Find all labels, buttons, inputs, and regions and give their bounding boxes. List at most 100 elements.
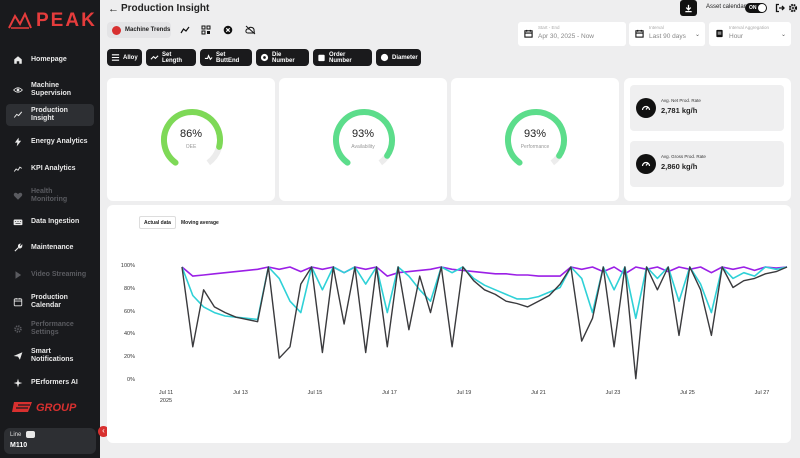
chip-diameter[interactable]: Diameter	[376, 49, 421, 66]
sidebar-item-production-calendar[interactable]: Production Calendar	[6, 292, 94, 312]
sidebar-item-machine-supervision[interactable]: Machine Supervision	[6, 80, 94, 100]
machine-trends-tab[interactable]: Machine Trends	[107, 22, 171, 38]
chip-set-buttend[interactable]: Set ButtEnd	[200, 49, 252, 66]
heart-icon	[10, 188, 26, 204]
gauge-label: OEE	[185, 144, 197, 150]
speedometer-icon	[636, 154, 656, 174]
line-badge-icon	[26, 431, 35, 438]
sidebar-item-energy-analytics[interactable]: Energy Analytics	[6, 132, 94, 152]
gross-rate-label: Avg. Gross Prod. Rate	[661, 154, 706, 159]
gauge-ring	[505, 109, 567, 171]
gauge-track	[333, 109, 395, 171]
grid-icon	[201, 25, 211, 35]
sidebar-item-label: Machine Supervision	[31, 82, 72, 97]
sidebar-item-health-monitoring[interactable]: Health Monitoring	[6, 186, 94, 206]
chip-label: Order Number	[329, 51, 352, 64]
x-tick-label: Jul 13	[233, 390, 248, 396]
sidebar-item-video-streaming[interactable]: Video Streaming	[6, 265, 94, 285]
back-arrow-icon[interactable]: ←	[108, 3, 119, 15]
gross-rate-value: 2,860 kg/h	[661, 162, 698, 171]
chip-label: Diameter	[392, 54, 418, 61]
chip-label: Set ButtEnd	[216, 51, 240, 64]
sidebar-item-label: Homepage	[31, 56, 67, 63]
order-number-icon	[317, 53, 326, 62]
sidebar-item-label: Maintenance	[31, 244, 74, 251]
series-line-1	[181, 266, 788, 321]
peak-logo-icon	[8, 12, 32, 29]
interval-value: Last 90 days	[649, 33, 686, 40]
calendar-icon	[635, 29, 644, 38]
chip-label: Alloy	[123, 54, 138, 61]
x-tick-label: Jul 23	[605, 390, 621, 396]
net-rate-card: Avg. Net Prod. Rate 2,781 kg/h	[630, 85, 784, 131]
machine-trends-icon	[112, 25, 121, 35]
gauge-fill	[505, 109, 567, 171]
sidebar-item-homepage[interactable]: Homepage	[6, 50, 94, 70]
net-rate-value: 2,781 kg/h	[661, 106, 698, 115]
collapse-sidebar-button[interactable]: ‹	[98, 426, 109, 437]
sidebar-item-performers-ai[interactable]: PErformers AI	[6, 373, 94, 393]
asset-calendar-toggle[interactable]: ON	[745, 3, 767, 13]
sidebar-item-smart-notifications[interactable]: Smart Notifications	[6, 346, 94, 366]
trend-view-button[interactable]	[178, 23, 192, 37]
diameter-icon	[380, 53, 389, 62]
x-tick-label: Jul 17	[382, 390, 397, 396]
aggregation-filter[interactable]: Interval Aggregation Hour ⌄	[709, 22, 791, 46]
app-logo[interactable]: PEAK	[8, 10, 97, 32]
date-range-filter[interactable]: Start - End Apr 30, 2025 - Now	[518, 22, 626, 46]
gauge-card-oee: 86% OEE	[107, 78, 275, 201]
gauge-fill	[161, 109, 223, 171]
machine-trends-label: Machine Trends	[125, 27, 171, 33]
gauge-ring	[161, 109, 223, 171]
y-tick-label: 0%	[127, 377, 135, 383]
sparkle-icon	[10, 375, 26, 391]
wrench-icon	[10, 240, 26, 256]
sidebar-item-label: Production Calendar	[31, 294, 68, 309]
y-tick-label: 80%	[123, 285, 135, 292]
line-selector[interactable]: Line M110	[4, 428, 96, 454]
legend-actual-data[interactable]: Actual data	[139, 216, 176, 229]
interval-label: Interval	[649, 25, 664, 30]
toggle-label: ON	[749, 5, 757, 11]
page-title: Production Insight	[121, 3, 210, 14]
logout-icon[interactable]	[775, 3, 785, 13]
chart-line-icon	[10, 161, 26, 177]
production-rate-card: Avg. Net Prod. Rate 2,781 kg/h Avg. Gros…	[624, 78, 791, 201]
legend-moving-average[interactable]: Moving average	[181, 219, 219, 226]
gear-icon	[10, 321, 26, 337]
sidebar-item-kpi-analytics[interactable]: KPI Analytics	[6, 159, 94, 179]
gauge-value: 93%	[523, 128, 547, 140]
gauge-card-performance: 93% Performance	[451, 78, 619, 201]
date-range-value: Apr 30, 2025 - Now	[538, 33, 595, 40]
sidebar-item-performance-settings[interactable]: Performance Settings	[6, 319, 94, 339]
sidebar-item-maintenance[interactable]: Maintenance	[6, 238, 94, 258]
logo-text: PEAK	[36, 10, 97, 31]
sidebar-item-label: Data Ingestion	[31, 218, 80, 225]
clear-button[interactable]	[221, 23, 235, 37]
net-rate-label: Avg. Net Prod. Rate	[661, 98, 701, 103]
trend-icon	[180, 26, 190, 34]
chip-die-number[interactable]: Die Number	[256, 49, 309, 66]
chip-alloy[interactable]: Alloy	[107, 49, 142, 66]
trend-icon	[10, 107, 26, 123]
aggregation-value: Hour	[729, 33, 744, 40]
download-button[interactable]	[680, 0, 697, 16]
close-circle-icon	[223, 25, 233, 35]
sidebar-item-production-insight[interactable]: Production Insight	[6, 104, 94, 126]
sidebar-item-label: Video Streaming	[31, 271, 87, 278]
svg-text:GROUP: GROUP	[36, 402, 77, 414]
x-tick-label: Jul 15	[307, 390, 323, 396]
gross-rate-card: Avg. Gross Prod. Rate 2,860 kg/h	[630, 141, 784, 187]
aggregation-icon	[716, 29, 723, 38]
interval-filter[interactable]: Interval Last 90 days ⌄	[629, 22, 705, 46]
chip-order-number[interactable]: Order Number	[313, 49, 372, 66]
cloud-off-button[interactable]	[243, 23, 257, 37]
gauge-label: Performance	[520, 144, 550, 150]
sidebar-item-data-ingestion[interactable]: Data Ingestion	[6, 212, 94, 232]
chip-set-length[interactable]: Set Length	[146, 49, 196, 66]
aggregation-label: Interval Aggregation	[729, 25, 770, 30]
gauge-ring	[333, 109, 395, 171]
settings-gear-icon[interactable]	[788, 3, 798, 13]
sidebar-item-label: PErformers AI	[31, 379, 78, 386]
grid-view-button[interactable]	[199, 23, 213, 37]
